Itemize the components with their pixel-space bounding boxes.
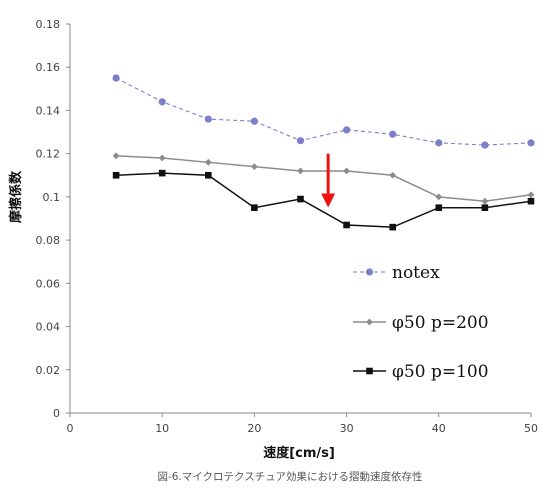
series-2 (112, 152, 535, 205)
y-tick-label: 0.08 (36, 234, 61, 247)
axes (66, 23, 532, 417)
data-point (343, 126, 351, 134)
x-tick-label: 40 (432, 422, 446, 435)
y-tick-label: 0 (53, 407, 60, 420)
data-point (527, 139, 535, 147)
data-point (251, 204, 258, 211)
series-line (115, 77, 532, 146)
series-line (116, 172, 532, 228)
y-tick-label: 0.12 (36, 148, 61, 161)
tick-labels: 0 10 20 30 40 50 0 0.02 0.04 0.06 0.08 0.1 0.12 0.14 0… (36, 18, 539, 435)
legend-item-2: φ50 p=200 (353, 313, 489, 333)
legend-item-3: φ50 p=100 (353, 362, 489, 382)
data-point (297, 167, 304, 175)
legend-label: φ50 p=100 (392, 362, 489, 382)
legend-label: notex (392, 263, 440, 283)
data-point (527, 191, 535, 199)
data-point (481, 204, 489, 211)
data-point (389, 130, 397, 138)
x-tick-label: 0 (67, 422, 74, 435)
annotations (321, 153, 336, 208)
x-tick-label: 30 (340, 422, 354, 435)
x-axis-title: 速度[cm/s] (263, 445, 335, 461)
series-3 (112, 169, 535, 231)
data-point (250, 117, 258, 125)
y-tick-label: 0.02 (36, 364, 61, 377)
legend-item-1: notex (353, 263, 440, 283)
x-tick-label: 20 (247, 422, 261, 435)
data-point (481, 197, 489, 205)
data-point (435, 193, 443, 201)
data-point (481, 141, 489, 149)
series-line (116, 155, 532, 202)
figure-caption: 図-6.マイクロテクスチュア効果における摺動速度依存性 (157, 470, 422, 483)
legend-label: φ50 p=200 (392, 313, 489, 333)
y-tick-label: 0.18 (36, 18, 61, 31)
data-point (205, 171, 212, 179)
series-1 (112, 74, 535, 149)
data-point (343, 221, 350, 229)
y-tick-label: 0.16 (36, 61, 61, 74)
data-point (251, 163, 258, 171)
data-point (158, 169, 166, 177)
data-point (158, 98, 166, 106)
data-point (343, 167, 350, 175)
data-point (112, 74, 120, 82)
legend-marker (366, 367, 373, 375)
data-point (112, 171, 120, 179)
data-series (112, 74, 535, 231)
y-tick-label: 0.04 (36, 321, 61, 334)
data-point (204, 158, 212, 166)
data-point (389, 171, 397, 179)
y-tick-label: 0.1 (43, 191, 61, 204)
y-tick-label: 0.14 (36, 104, 61, 117)
legend: notex φ50 p=200 φ50 p=100 (353, 263, 489, 382)
data-point (158, 154, 166, 162)
data-point (204, 115, 212, 123)
y-tick-label: 0.06 (36, 277, 61, 290)
x-tick-label: 50 (524, 422, 538, 435)
data-point (527, 197, 535, 205)
data-point (296, 137, 305, 145)
legend-marker (366, 318, 373, 326)
data-point (112, 152, 120, 160)
legend-marker (365, 268, 374, 276)
data-point (435, 204, 443, 211)
data-point (435, 139, 443, 147)
x-tick-label: 10 (155, 422, 169, 435)
red-arrow-head (321, 193, 336, 208)
data-point (297, 195, 304, 203)
y-axis-title: 摩擦係数 (8, 170, 24, 223)
data-point (389, 223, 396, 231)
